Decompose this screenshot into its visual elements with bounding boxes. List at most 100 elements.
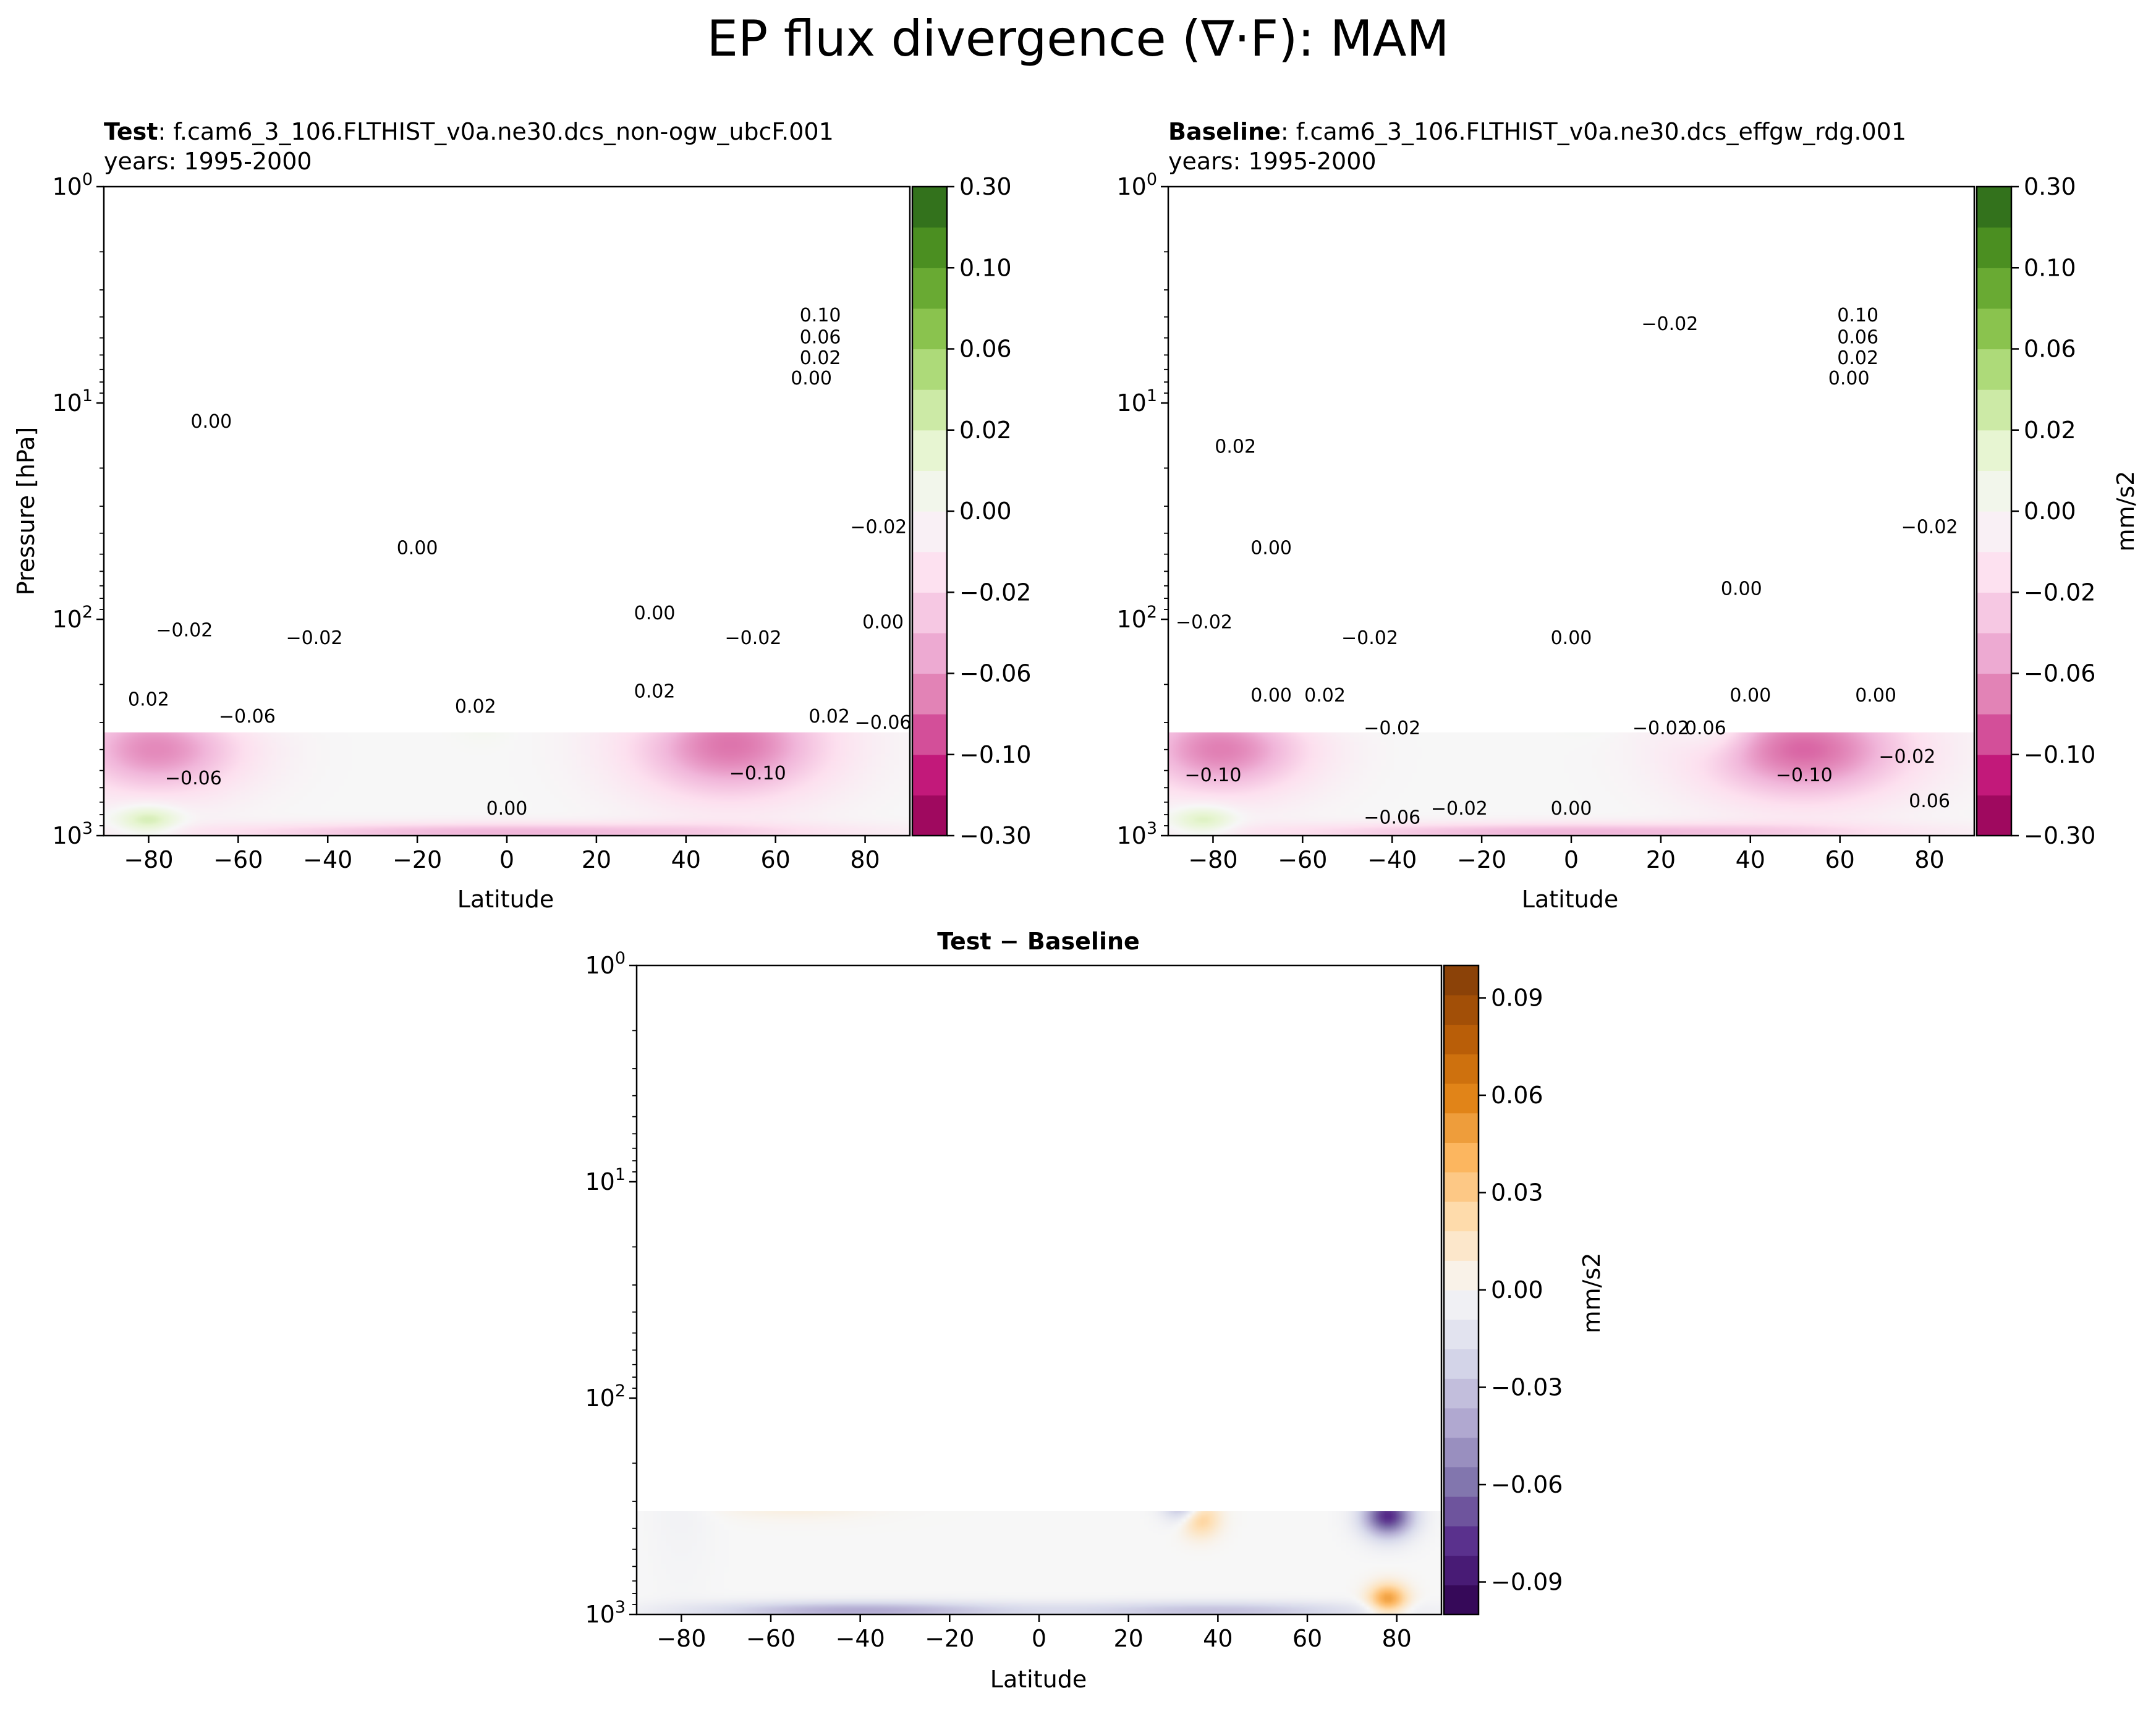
colorbar-segment xyxy=(1444,1113,1479,1143)
field-fill xyxy=(104,732,910,836)
contour-label: −0.02 xyxy=(850,517,907,538)
colorbar-segment xyxy=(1977,632,2011,674)
colorbar-segment xyxy=(912,592,947,634)
test-plot: 0.000.000.00−0.02 −0.02 −0.020.02−0.06 0.02… xyxy=(52,170,911,873)
colorbar-segment xyxy=(1444,1172,1479,1202)
colorbar-segment xyxy=(1444,1260,1479,1291)
contour-label: −0.02 xyxy=(1431,798,1488,820)
x-tick-label: 40 xyxy=(671,846,701,873)
colorbar-segment xyxy=(912,673,947,715)
colorbar-segment xyxy=(912,754,947,795)
colorbar-segment xyxy=(912,430,947,471)
x-tick-label: −40 xyxy=(303,846,352,873)
x-tick-label: −60 xyxy=(213,846,263,873)
colorbar-tick-label: −0.06 xyxy=(2024,660,2095,687)
contour-label: 0.10 xyxy=(800,305,841,326)
x-tick-label: 80 xyxy=(850,846,880,873)
test-xlabel: Latitude xyxy=(457,886,554,913)
colorbar-tick-label: −0.30 xyxy=(959,822,1031,849)
colorbar-tick-label: 0.00 xyxy=(1491,1276,1543,1304)
contour-label: −0.02 xyxy=(1878,746,1935,768)
colorbar-tick-label: 0.06 xyxy=(959,336,1012,363)
x-tick-label: −80 xyxy=(124,846,173,873)
x-tick-label: 80 xyxy=(1381,1625,1411,1652)
colorbar-segment xyxy=(1444,1407,1479,1438)
figure-suptitle: EP flux divergence (∇·F): MAM xyxy=(707,10,1449,67)
colorbar-segment xyxy=(1444,1083,1479,1114)
colorbar-segment xyxy=(1444,1378,1479,1409)
contour-label: 0.02 xyxy=(800,347,841,369)
colorbar-segment xyxy=(1977,227,2011,268)
colorbar-tick-label: −0.06 xyxy=(1491,1471,1563,1498)
colorbar-segment xyxy=(1444,1467,1479,1497)
contour-label: −0.06 xyxy=(1364,807,1420,829)
contour-label: −0.02 xyxy=(286,627,343,649)
x-tick-label: 80 xyxy=(1914,846,1944,873)
colorbar-tick-label: −0.09 xyxy=(1491,1569,1563,1596)
y-tick-label: 101 xyxy=(585,1165,626,1195)
difference-xlabel: Latitude xyxy=(990,1666,1087,1693)
y-tick-label: 103 xyxy=(52,819,93,849)
field-fill xyxy=(637,1511,1441,1614)
x-tick-label: 20 xyxy=(1646,846,1676,873)
colorbar-segment xyxy=(1444,1555,1479,1585)
baseline-title: Baseline: f.cam6_3_106.FLTHIST_v0a.ne30.… xyxy=(1168,118,1906,145)
test-title-bold: Test xyxy=(104,118,158,145)
contour-label: 0.02 xyxy=(455,696,496,718)
difference-colorbar-label: mm/s2 xyxy=(1578,1253,1605,1334)
y-tick-label: 102 xyxy=(1116,603,1157,633)
colorbar-segment xyxy=(1977,592,2011,634)
colorbar-tick-label: −0.10 xyxy=(2024,741,2095,768)
contour-label: 0.02 xyxy=(1215,436,1256,458)
contour-label: 0.00 xyxy=(1551,798,1592,820)
x-tick-label: 0 xyxy=(499,846,514,873)
contour-label: 0.06 xyxy=(1837,326,1878,348)
y-tick-label: 101 xyxy=(1116,386,1157,417)
contour-label: 0.00 xyxy=(1729,685,1771,706)
panel-baseline: Baseline: f.cam6_3_106.FLTHIST_v0a.ne30.… xyxy=(1116,118,2139,913)
colorbar-segment xyxy=(1444,1437,1479,1467)
baseline-plot: −0.020.020.000.000.100.060.020.00−0.02−0… xyxy=(1116,170,1976,873)
contour-label: 0.00 xyxy=(1250,685,1292,706)
colorbar-tick-label: 0.00 xyxy=(2024,498,2076,525)
x-tick-label: −60 xyxy=(746,1625,796,1652)
x-tick-label: 20 xyxy=(582,846,611,873)
colorbar-segment xyxy=(1977,795,2011,836)
y-tick-label: 103 xyxy=(1116,819,1157,849)
x-tick-label: −20 xyxy=(393,846,442,873)
x-tick-label: −80 xyxy=(656,1625,706,1652)
contour-label: −0.02 xyxy=(1341,627,1398,649)
colorbar-segment xyxy=(1977,349,2011,390)
baseline-colorbar: 0.30 0.10 0.06 0.02 0.00 −0.02 −0.06 −0.10 −0.30 xyxy=(1976,173,2095,849)
colorbar-tick-label: 0.09 xyxy=(1491,985,1543,1012)
colorbar-segment xyxy=(912,511,947,553)
contour-label: 0.00 xyxy=(1828,368,1870,389)
colorbar-segment xyxy=(1444,1349,1479,1379)
colorbar-tick-label: 0.10 xyxy=(2024,254,2076,281)
contour-label: −0.10 xyxy=(1776,765,1833,786)
test-title-rest: : f.cam6_3_106.FLTHIST_v0a.ne30.dcs_non-… xyxy=(158,118,833,145)
contour-label: 0.00 xyxy=(1551,627,1592,649)
colorbar-segment xyxy=(1444,1201,1479,1232)
colorbar-tick-label: −0.06 xyxy=(959,660,1031,687)
contour-label: 0.02 xyxy=(1837,347,1878,369)
colorbar-tick-label: −0.30 xyxy=(2024,822,2095,849)
colorbar-segment xyxy=(912,470,947,512)
colorbar-tick-label: 0.06 xyxy=(2024,336,2076,363)
contour-label: −0.06 xyxy=(165,768,222,789)
test-ylabel: Pressure [hPa] xyxy=(12,427,40,596)
x-tick-label: 40 xyxy=(1203,1625,1233,1652)
y-tick-label: 101 xyxy=(52,386,93,417)
y-tick-label: 102 xyxy=(585,1381,626,1412)
difference-plot: −80 −60 −40 −20 0 20 40 60 80 100 101 102 103 xyxy=(585,949,1443,1652)
plot-area xyxy=(1168,187,1974,836)
colorbar-segment xyxy=(912,632,947,674)
x-tick-label: −40 xyxy=(1367,846,1417,873)
colorbar-segment xyxy=(912,308,947,350)
contour-label: −0.02 xyxy=(1632,718,1689,739)
contour-label: 0.00 xyxy=(486,798,528,820)
colorbar-segment xyxy=(912,187,947,228)
contour-label: 0.02 xyxy=(634,681,676,703)
colorbar-segment xyxy=(1977,714,2011,755)
